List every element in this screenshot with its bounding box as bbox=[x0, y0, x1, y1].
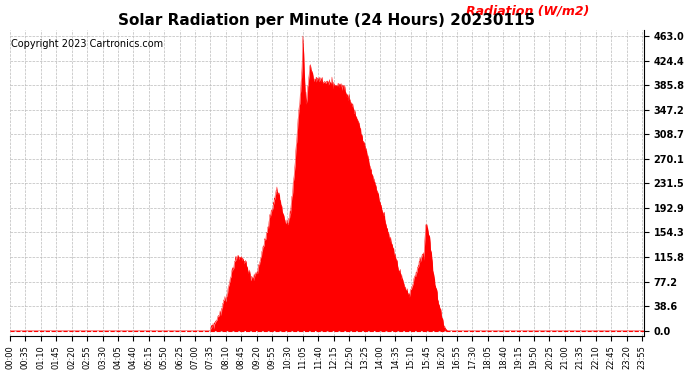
Title: Solar Radiation per Minute (24 Hours) 20230115: Solar Radiation per Minute (24 Hours) 20… bbox=[118, 12, 535, 27]
Text: Copyright 2023 Cartronics.com: Copyright 2023 Cartronics.com bbox=[11, 39, 164, 49]
Text: Radiation (W/m2): Radiation (W/m2) bbox=[466, 5, 590, 18]
